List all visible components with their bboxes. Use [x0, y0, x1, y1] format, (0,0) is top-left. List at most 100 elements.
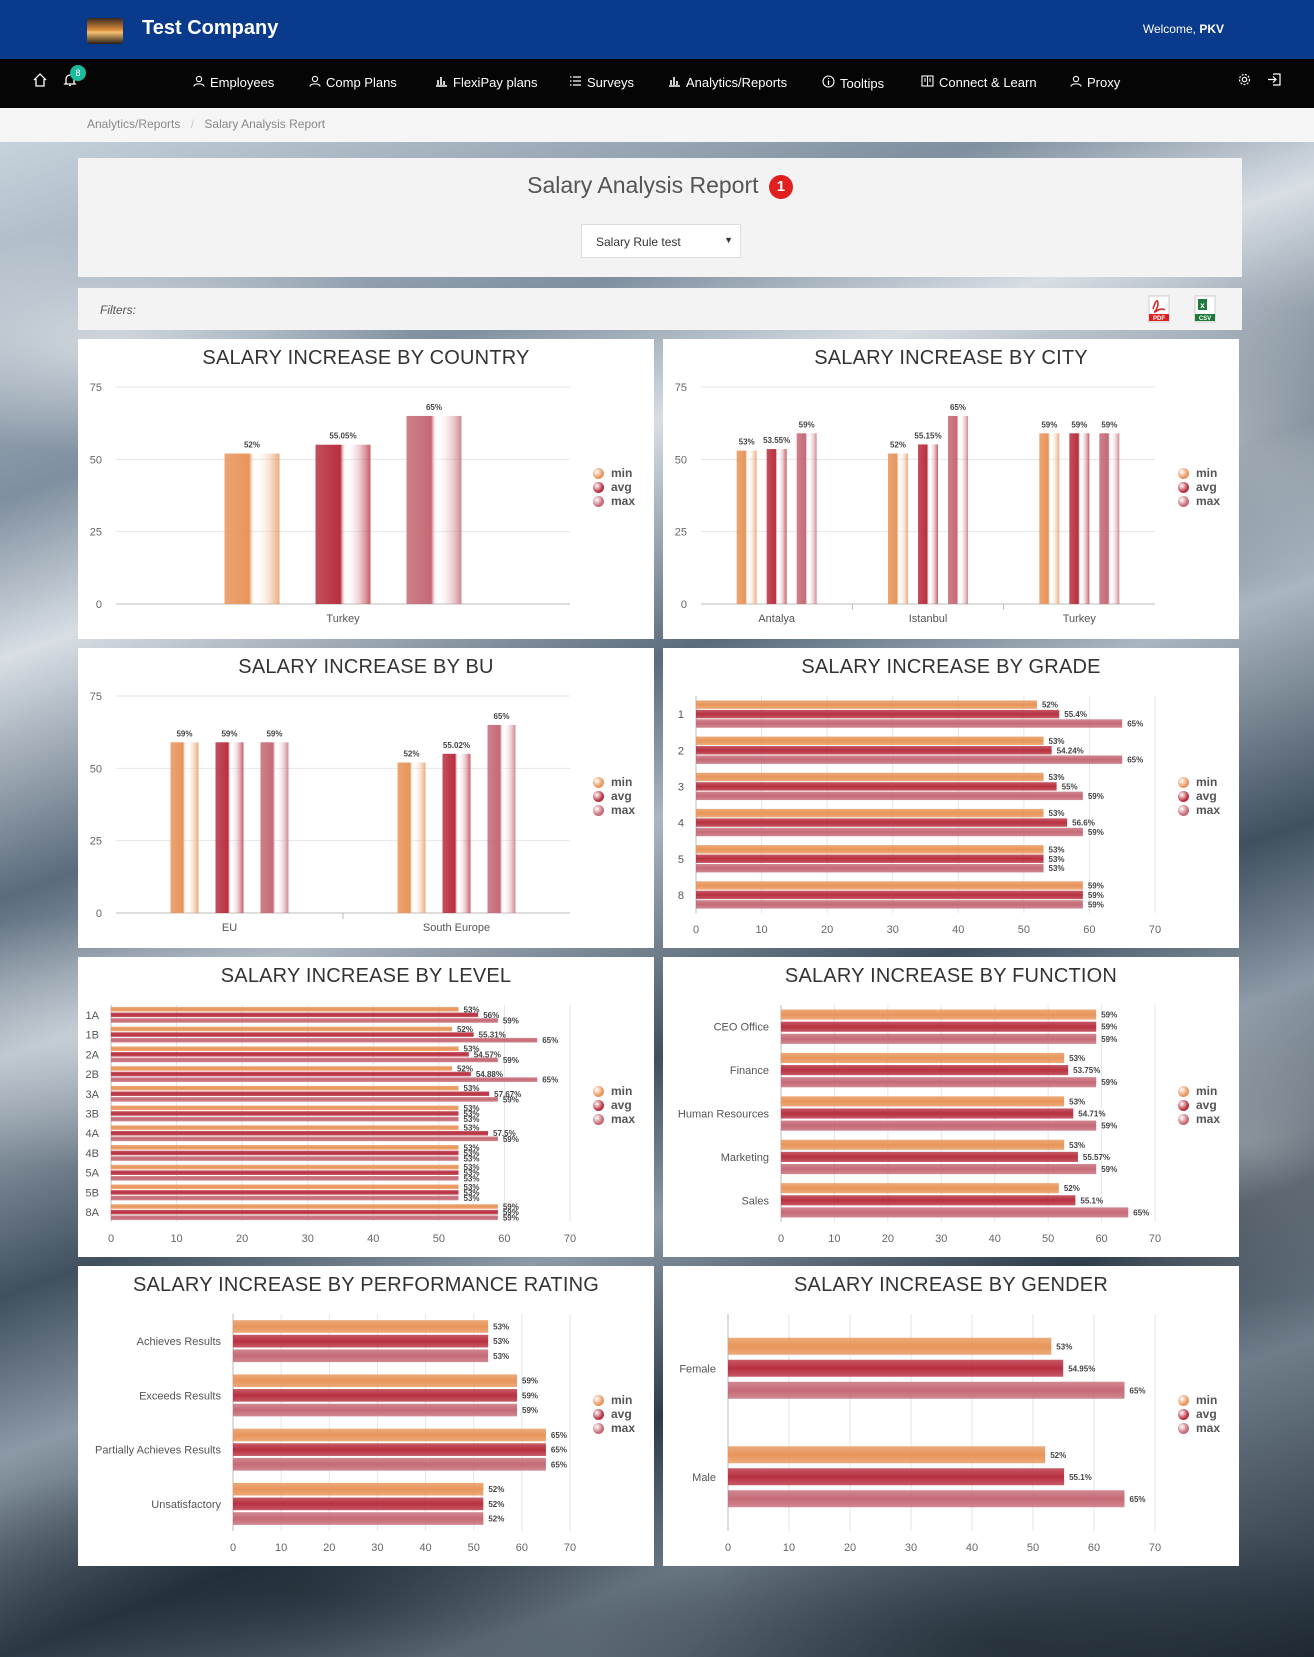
bar-avg[interactable]	[111, 1012, 479, 1018]
nav-surveys[interactable]: Surveys	[569, 75, 634, 90]
bar-max[interactable]	[233, 1349, 489, 1363]
bar-max[interactable]	[696, 719, 1123, 728]
bar-min[interactable]	[111, 1164, 459, 1170]
bar-max[interactable]	[111, 1136, 498, 1142]
legend-item-max[interactable]: max	[1178, 1421, 1220, 1435]
legend-item-avg[interactable]: avg	[593, 480, 635, 494]
bar-avg[interactable]	[233, 1443, 546, 1456]
bar-min[interactable]	[781, 1183, 1059, 1194]
bar-min[interactable]	[781, 1096, 1065, 1107]
bar-min[interactable]	[696, 736, 1044, 746]
bar-avg[interactable]	[766, 449, 787, 604]
legend-item-min[interactable]: min	[593, 775, 635, 789]
bar-max[interactable]	[487, 724, 516, 913]
bar-min[interactable]	[736, 450, 757, 604]
legend-item-avg[interactable]: avg	[1178, 1098, 1220, 1112]
bar-avg[interactable]	[728, 1359, 1064, 1377]
bar-min[interactable]	[224, 453, 280, 604]
legend-item-avg[interactable]: avg	[593, 1407, 635, 1421]
bar-avg[interactable]	[233, 1389, 518, 1402]
legend-item-max[interactable]: max	[593, 803, 635, 817]
bar-min[interactable]	[233, 1428, 546, 1442]
bar-avg[interactable]	[696, 890, 1083, 900]
bar-max[interactable]	[111, 1077, 538, 1082]
bar-max[interactable]	[260, 742, 289, 913]
gear-icon[interactable]	[1234, 72, 1254, 92]
bar-avg[interactable]	[111, 1190, 459, 1195]
nav-flexipay-plans[interactable]: FlexiPay plans	[435, 75, 538, 90]
bar-min[interactable]	[1039, 433, 1060, 604]
nav-employees[interactable]: Employees	[193, 75, 274, 90]
bar-max[interactable]	[696, 755, 1123, 764]
bar-max[interactable]	[948, 415, 968, 604]
bar-avg[interactable]	[696, 818, 1068, 827]
nav-comp-plans[interactable]: Comp Plans	[309, 75, 397, 90]
bar-min[interactable]	[696, 700, 1037, 709]
bar-avg[interactable]	[781, 1108, 1074, 1119]
bar-max[interactable]	[233, 1457, 546, 1471]
legend-item-min[interactable]: min	[593, 1393, 635, 1407]
legend-item-min[interactable]: min	[593, 1084, 635, 1098]
legend-item-min[interactable]: min	[1178, 775, 1220, 789]
bar-min[interactable]	[170, 742, 199, 913]
bar-min[interactable]	[111, 1046, 459, 1052]
bar-avg[interactable]	[781, 1065, 1069, 1076]
bar-min[interactable]	[111, 1006, 459, 1012]
pdf-export-icon[interactable]: PDF	[1147, 295, 1171, 323]
csv-export-icon[interactable]: x CSV	[1193, 295, 1217, 323]
bar-max[interactable]	[406, 415, 462, 604]
bar-min[interactable]	[233, 1482, 484, 1496]
bar-min[interactable]	[781, 1139, 1065, 1150]
bar-avg[interactable]	[111, 1170, 459, 1175]
bar-avg[interactable]	[111, 1209, 498, 1215]
bar-avg[interactable]	[918, 444, 938, 604]
legend-item-min[interactable]: min	[1178, 466, 1220, 480]
bar-max[interactable]	[111, 1175, 459, 1181]
bar-max[interactable]	[781, 1207, 1129, 1218]
bar-avg[interactable]	[781, 1151, 1078, 1162]
bar-min[interactable]	[233, 1374, 518, 1388]
bar-avg[interactable]	[111, 1032, 474, 1037]
nav-analytics-reports[interactable]: Analytics/Reports	[668, 75, 787, 90]
bar-max[interactable]	[696, 827, 1083, 837]
bar-avg[interactable]	[442, 753, 471, 913]
legend-item-max[interactable]: max	[1178, 494, 1220, 508]
bar-avg[interactable]	[696, 746, 1052, 755]
breadcrumb-analytics-reports[interactable]: Analytics/Reports	[87, 117, 181, 131]
bar-max[interactable]	[781, 1033, 1097, 1044]
legend-item-avg[interactable]: avg	[593, 789, 635, 803]
bar-max[interactable]	[111, 1195, 459, 1201]
bar-max[interactable]	[111, 1156, 459, 1161]
nav-proxy[interactable]: Proxy	[1070, 75, 1120, 90]
bar-min[interactable]	[696, 845, 1044, 854]
bar-min[interactable]	[781, 1052, 1065, 1064]
bar-min[interactable]	[781, 1009, 1097, 1020]
bar-avg[interactable]	[111, 1071, 471, 1077]
bar-max[interactable]	[1099, 433, 1120, 604]
bar-min[interactable]	[696, 772, 1044, 782]
bar-avg[interactable]	[781, 1021, 1097, 1032]
bar-avg[interactable]	[233, 1334, 489, 1348]
bar-min[interactable]	[728, 1337, 1052, 1355]
bar-max[interactable]	[728, 1381, 1125, 1399]
bar-max[interactable]	[111, 1018, 498, 1023]
bar-min[interactable]	[888, 453, 908, 604]
bar-max[interactable]	[111, 1215, 498, 1221]
bar-avg[interactable]	[728, 1468, 1065, 1486]
bar-avg[interactable]	[111, 1130, 489, 1136]
legend-item-avg[interactable]: avg	[593, 1098, 635, 1112]
notification-count-badge[interactable]: 8	[70, 65, 86, 81]
bar-avg[interactable]	[315, 444, 371, 604]
bar-avg[interactable]	[1069, 433, 1090, 604]
bar-avg[interactable]	[111, 1150, 459, 1156]
bar-avg[interactable]	[696, 782, 1057, 791]
legend-item-max[interactable]: max	[1178, 1112, 1220, 1126]
bar-min[interactable]	[111, 1204, 498, 1209]
bar-max[interactable]	[728, 1490, 1125, 1508]
bar-min[interactable]	[111, 1026, 452, 1032]
legend-item-max[interactable]: max	[593, 1112, 635, 1126]
bar-avg[interactable]	[781, 1195, 1076, 1206]
bar-max[interactable]	[781, 1120, 1097, 1131]
bar-max[interactable]	[696, 791, 1083, 801]
legend-item-max[interactable]: max	[1178, 803, 1220, 817]
